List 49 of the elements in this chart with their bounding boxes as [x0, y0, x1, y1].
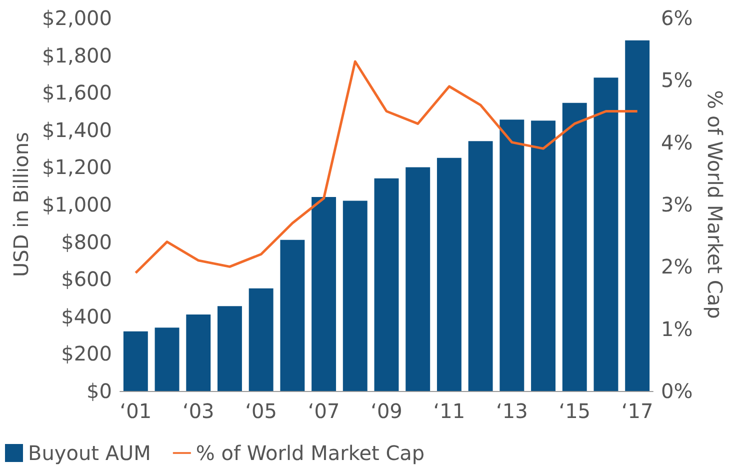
x-tick-label: ‘15	[558, 399, 591, 423]
bar	[562, 102, 587, 391]
y-tick-label: $1,800	[42, 43, 112, 68]
bar	[594, 78, 618, 391]
x-tick-label: ‘03	[182, 399, 214, 423]
bar	[500, 120, 524, 391]
y-tick-label: $600	[61, 267, 112, 292]
y2-tick-label: 1%	[661, 316, 693, 341]
x-tick-label: ‘07	[308, 399, 340, 423]
y-tick-label: $2,000	[42, 6, 112, 30]
line-series	[134, 60, 639, 274]
x-tick-label: ‘13	[496, 399, 528, 423]
y-tick-label: $800	[61, 230, 112, 254]
bar	[531, 120, 556, 391]
bar	[406, 167, 430, 391]
y-tick-label: $1,200	[42, 155, 112, 180]
y-tick-label: $200	[61, 342, 112, 366]
y-tick-label: $0	[86, 379, 112, 403]
bar	[468, 141, 493, 391]
y2-tick-label: 4%	[661, 130, 693, 154]
y2-tick-label: 3%	[661, 192, 693, 216]
y2-tick-label: 2%	[661, 254, 693, 279]
y-tick-label: $1,600	[42, 80, 112, 105]
x-tick-label: ‘01	[120, 399, 152, 423]
legend-label: % of World Market Cap	[196, 441, 425, 465]
bar	[342, 200, 368, 391]
bar	[218, 306, 242, 391]
x-tick-label: ‘17	[621, 399, 654, 423]
y2-tick-label: 5%	[661, 68, 693, 92]
legend-label: Buyout AUM	[28, 441, 151, 465]
x-tick-label: ‘05	[245, 399, 277, 423]
y-tick-label: $1,000	[42, 192, 112, 216]
bar	[625, 40, 650, 391]
bar	[374, 178, 399, 391]
bar	[280, 240, 305, 391]
y2-axis-title: % of World Market Cap	[703, 90, 727, 319]
bar	[312, 197, 336, 391]
bar	[186, 314, 211, 391]
y-axis-title: USD in Billions	[9, 132, 34, 277]
bar	[248, 288, 274, 391]
y2-tick-label: 6%	[661, 6, 693, 30]
bar	[436, 158, 462, 391]
y-tick-label: $1,400	[42, 118, 112, 142]
bar	[154, 328, 180, 391]
y-tick-label: $400	[61, 304, 112, 328]
y2-tick-label: 0%	[661, 379, 693, 403]
x-tick-label: ‘09	[370, 399, 402, 423]
bar	[123, 331, 148, 391]
x-tick-label: ‘11	[433, 399, 466, 423]
